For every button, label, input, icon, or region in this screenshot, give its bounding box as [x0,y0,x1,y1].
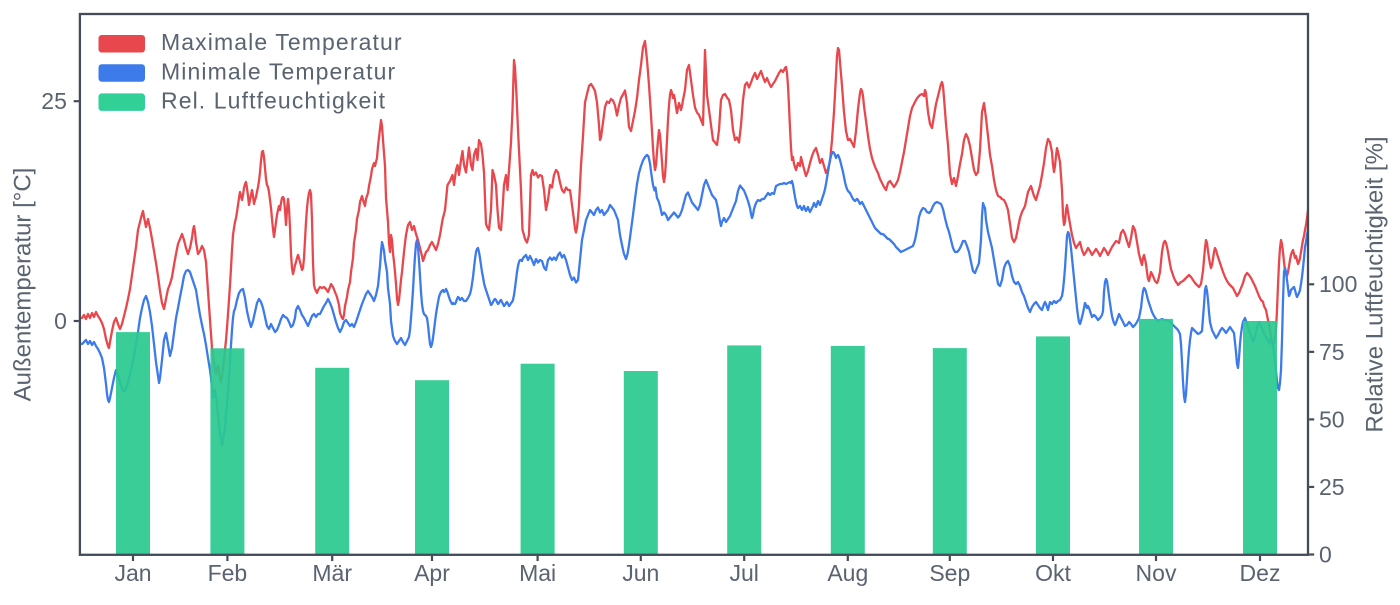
svg-text:25: 25 [1319,474,1345,500]
svg-text:0: 0 [1319,541,1332,567]
svg-text:Sep: Sep [929,560,970,586]
svg-text:Jan: Jan [114,560,151,586]
svg-text:50: 50 [1319,406,1345,432]
svg-text:25: 25 [41,88,67,114]
svg-text:Dez: Dez [1240,560,1281,586]
svg-text:0: 0 [54,308,67,334]
svg-text:Mai: Mai [519,560,556,586]
svg-text:Nov: Nov [1136,560,1177,586]
svg-text:Jun: Jun [622,560,659,586]
svg-text:Mär: Mär [312,560,352,586]
svg-text:Relative Luftfeuchtigkeit [%]: Relative Luftfeuchtigkeit [%] [1362,136,1389,432]
svg-text:100: 100 [1319,271,1357,297]
svg-text:Rel. Luftfeuchtigkeit: Rel. Luftfeuchtigkeit [161,88,386,114]
svg-text:Apr: Apr [414,560,450,586]
svg-text:Außentemperatur [°C]: Außentemperatur [°C] [10,168,37,402]
svg-text:Aug: Aug [827,560,868,586]
svg-text:Maximale Temperatur: Maximale Temperatur [161,29,403,55]
svg-text:75: 75 [1319,339,1345,365]
svg-text:Minimale Temperatur: Minimale Temperatur [161,58,396,84]
svg-text:Jul: Jul [729,560,758,586]
svg-text:Okt: Okt [1035,560,1071,586]
svg-text:Feb: Feb [208,560,248,586]
